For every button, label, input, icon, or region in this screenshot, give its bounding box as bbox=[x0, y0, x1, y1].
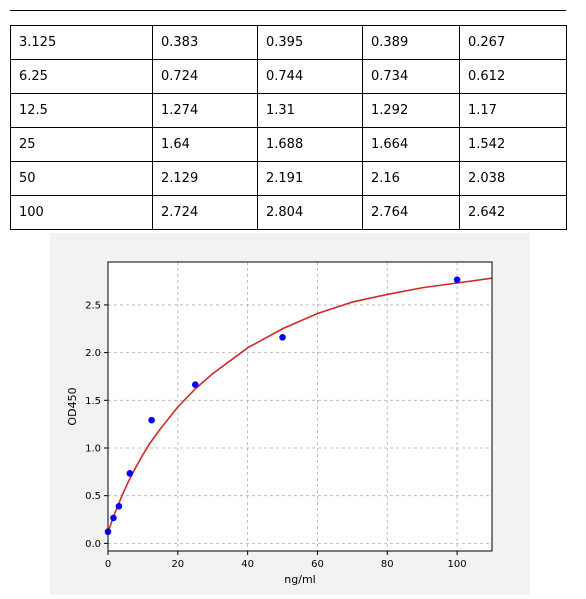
table-row: 50 2.129 2.191 2.16 2.038 bbox=[10, 161, 567, 196]
table-cell: 2.129 bbox=[152, 161, 258, 196]
table-cell: 50 bbox=[10, 161, 153, 196]
data-point bbox=[148, 416, 155, 424]
table-row: 6.25 0.724 0.744 0.734 0.612 bbox=[10, 59, 567, 94]
y-tick-label: 2.5 bbox=[85, 300, 101, 311]
y-tick-label: 1.5 bbox=[85, 396, 101, 407]
plot-frame bbox=[107, 261, 493, 552]
table-cell: 100 bbox=[10, 195, 153, 230]
table-row: 3.125 0.383 0.395 0.389 0.267 bbox=[10, 25, 567, 60]
table-cell: 1.64 bbox=[152, 127, 258, 162]
table-cell: 0.612 bbox=[459, 59, 567, 94]
table-cell: 2.191 bbox=[257, 161, 363, 196]
table-cell: 1.664 bbox=[362, 127, 460, 162]
table-cell: 2.764 bbox=[362, 195, 460, 230]
table-cell: 25 bbox=[10, 127, 153, 162]
table-cell: 1.542 bbox=[459, 127, 567, 162]
data-point bbox=[279, 334, 286, 341]
table-cell: 0.389 bbox=[362, 25, 460, 60]
x-tick-label: 0 bbox=[105, 559, 111, 570]
table-cell: 1.688 bbox=[257, 127, 363, 162]
x-tick-label: 60 bbox=[311, 559, 324, 570]
y-tick-label: 0.0 bbox=[85, 539, 101, 550]
data-point bbox=[191, 381, 199, 388]
table-cell: 2.642 bbox=[459, 195, 567, 230]
data-point bbox=[126, 470, 134, 477]
table-cell: 6.25 bbox=[10, 59, 153, 94]
x-tick-label: 100 bbox=[448, 559, 467, 570]
data-point bbox=[453, 276, 461, 284]
table-cell: 2.038 bbox=[459, 161, 567, 196]
table-cell: 2.724 bbox=[152, 195, 258, 230]
table-cell: 2.804 bbox=[257, 195, 363, 230]
top-rule bbox=[10, 10, 566, 11]
chart: 0 20 40 60 80 100 0.0 0.5 1.0 1.5 2.0 2.5 ng/ml OD450 bbox=[66, 261, 493, 586]
chart-panel: 0 20 40 60 80 100 0.0 0.5 1.0 1.5 2.0 2.5 ng/ml OD450 bbox=[50, 233, 530, 595]
table-cell: 0.734 bbox=[362, 59, 460, 94]
table-cell: 1.31 bbox=[257, 93, 363, 128]
table-row: 25 1.64 1.688 1.664 1.542 bbox=[10, 127, 567, 162]
fit-curve bbox=[107, 277, 493, 533]
table-cell: 0.395 bbox=[257, 25, 363, 60]
y-tick-label: 0.5 bbox=[85, 491, 101, 502]
x-axis-label: ng/ml bbox=[284, 573, 315, 586]
table-cell: 0.383 bbox=[152, 25, 258, 60]
table-cell: 0.267 bbox=[459, 25, 567, 60]
table-cell: 12.5 bbox=[10, 93, 153, 128]
table-cell: 0.724 bbox=[152, 59, 258, 94]
x-tick-label: 20 bbox=[171, 559, 184, 570]
table-row: 100 2.724 2.804 2.764 2.642 bbox=[10, 195, 567, 230]
table-cell: 0.744 bbox=[257, 59, 363, 94]
plot-area bbox=[108, 262, 492, 551]
data-point bbox=[110, 514, 117, 522]
table-cell: 1.17 bbox=[459, 93, 567, 128]
y-axis-label: OD450 bbox=[66, 387, 79, 425]
x-tick-label: 80 bbox=[381, 559, 394, 570]
table-row: 12.5 1.274 1.31 1.292 1.17 bbox=[10, 93, 567, 128]
table-cell: 3.125 bbox=[10, 25, 153, 60]
table-cell: 1.292 bbox=[362, 93, 460, 128]
table-cell: 2.16 bbox=[362, 161, 460, 196]
data-table: 3.125 0.383 0.395 0.389 0.267 6.25 0.724 0.744 0… bbox=[10, 25, 567, 230]
table-cell: 1.274 bbox=[152, 93, 258, 128]
data-point bbox=[115, 502, 123, 510]
y-tick-label: 1.0 bbox=[85, 443, 101, 454]
x-tick-label: 40 bbox=[241, 559, 254, 570]
y-tick-label: 2.0 bbox=[85, 348, 101, 359]
